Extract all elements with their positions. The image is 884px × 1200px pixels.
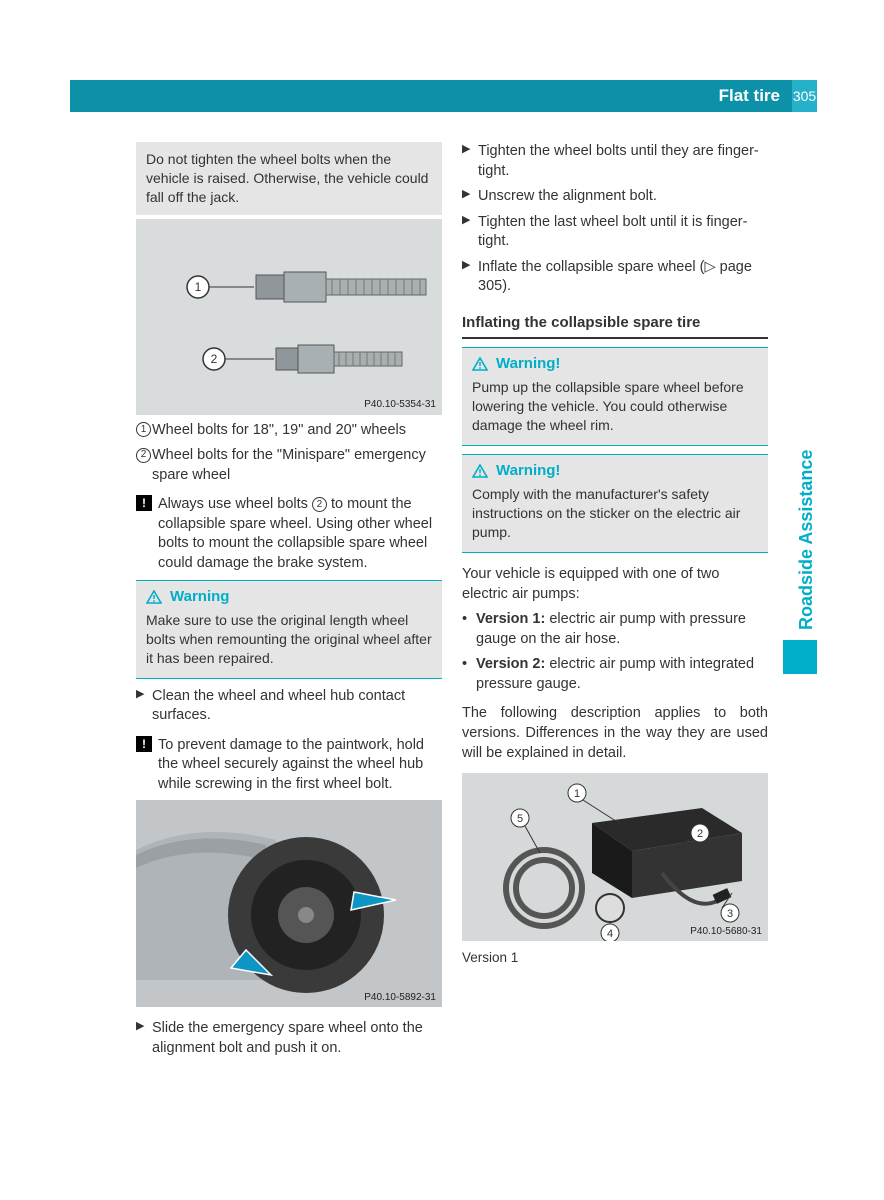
triangle-bullet-icon: ▶ bbox=[462, 213, 478, 252]
warning-title: Warning! bbox=[472, 354, 758, 374]
step-clean-text: Clean the wheel and wheel hub contact su… bbox=[152, 687, 442, 726]
dot-bullet-icon: • bbox=[462, 655, 476, 694]
callout-2-icon: 2 bbox=[136, 448, 151, 463]
para-description: The following description applies to bot… bbox=[462, 704, 768, 763]
note1a: Always use wheel bolts bbox=[158, 496, 312, 512]
v1-label: Version 1: bbox=[476, 611, 545, 627]
important-icon: ! bbox=[136, 495, 152, 511]
page-number-text: 305 bbox=[793, 87, 816, 106]
warning-triangle-icon bbox=[146, 590, 162, 604]
version-1-text: Version 1: electric air pump with pressu… bbox=[476, 610, 768, 649]
figure-air-pump: 1 2 3 4 5 P40.10-5680-31 bbox=[462, 773, 768, 941]
legend-item-1: 1 Wheel bolts for 18", 19" and 20" wheel… bbox=[136, 421, 442, 441]
svg-text:2: 2 bbox=[697, 828, 703, 840]
warning-body: Make sure to use the original length whe… bbox=[146, 611, 432, 668]
left-column: Do not tighten the wheel bolts when the … bbox=[136, 142, 442, 1064]
step-slide: ▶ Slide the emergency spare wheel onto t… bbox=[136, 1019, 442, 1058]
figure-caption: Version 1 bbox=[462, 949, 768, 967]
step-unscrew-text: Unscrew the alignment bolt. bbox=[478, 187, 768, 207]
svg-text:2: 2 bbox=[211, 352, 218, 366]
legend-item-2: 2 Wheel bolts for the "Minispare" emerge… bbox=[136, 446, 442, 485]
side-tab bbox=[783, 640, 817, 674]
step-slide-text: Slide the emergency spare wheel onto the… bbox=[152, 1019, 442, 1058]
para-equipped: Your vehicle is equipped with one of two… bbox=[462, 565, 768, 604]
note-use-bolts-text: Always use wheel bolts 2 to mount the co… bbox=[158, 495, 442, 573]
header-title: Flat tire bbox=[719, 85, 780, 108]
triangle-bullet-icon: ▶ bbox=[136, 1019, 152, 1058]
step-last-bolt-text: Tighten the last wheel bolt until it is … bbox=[478, 213, 768, 252]
header-bar: Flat tire bbox=[70, 80, 792, 112]
callout-1-icon: 1 bbox=[136, 422, 151, 437]
warning-title: Warning bbox=[146, 587, 432, 607]
svg-text:4: 4 bbox=[607, 928, 613, 940]
note-paintwork-text: To prevent damage to the paintwork, hold… bbox=[158, 736, 442, 795]
warning-body: Pump up the collapsible spare wheel befo… bbox=[472, 378, 758, 435]
figure-label: P40.10-5892-31 bbox=[364, 991, 436, 1005]
svg-text:5: 5 bbox=[517, 813, 523, 825]
step-inflate-text: Inflate the collapsible spare wheel (▷ p… bbox=[478, 258, 768, 297]
step-tighten: ▶ Tighten the wheel bolts until they are… bbox=[462, 142, 768, 181]
svg-text:1: 1 bbox=[574, 788, 580, 800]
warning-title-text: Warning bbox=[170, 587, 229, 607]
figure-label: P40.10-5354-31 bbox=[364, 398, 436, 412]
warning-box-pump: Warning! Pump up the collapsible spare w… bbox=[462, 347, 768, 446]
callout-2-inline-icon: 2 bbox=[312, 497, 327, 512]
triangle-bullet-icon: ▶ bbox=[462, 142, 478, 181]
triangle-bullet-icon: ▶ bbox=[462, 187, 478, 207]
right-column: ▶ Tighten the wheel bolts until they are… bbox=[462, 142, 768, 1064]
warning-triangle-icon bbox=[472, 357, 488, 371]
important-icon: ! bbox=[136, 736, 152, 752]
info-box-jack: Do not tighten the wheel bolts when the … bbox=[136, 142, 442, 215]
triangle-bullet-icon: ▶ bbox=[136, 687, 152, 726]
warning-body: Comply with the manufacturer's safety in… bbox=[472, 485, 758, 542]
triangle-bullet-icon: ▶ bbox=[462, 258, 478, 297]
v2-label: Version 2: bbox=[476, 656, 545, 672]
version-2-text: Version 2: electric air pump with integr… bbox=[476, 655, 768, 694]
version-1-item: • Version 1: electric air pump with pres… bbox=[462, 610, 768, 649]
subheading-inflating: Inflating the collapsible spare tire bbox=[462, 313, 768, 339]
legend-2-text: Wheel bolts for the "Minispare" emergenc… bbox=[152, 446, 442, 485]
version-2-item: • Version 2: electric air pump with inte… bbox=[462, 655, 768, 694]
figure-wheel-bolts: 1 2 P bbox=[136, 219, 442, 415]
note-paintwork: ! To prevent damage to the paintwork, ho… bbox=[136, 736, 442, 795]
step-unscrew: ▶ Unscrew the alignment bolt. bbox=[462, 187, 768, 207]
warning-title: Warning! bbox=[472, 461, 758, 481]
note-use-bolts: ! Always use wheel bolts 2 to mount the … bbox=[136, 495, 442, 573]
step-inflate: ▶ Inflate the collapsible spare wheel (▷… bbox=[462, 258, 768, 297]
warning-box-bolts: Warning Make sure to use the original le… bbox=[136, 580, 442, 679]
svg-text:3: 3 bbox=[727, 908, 733, 920]
figure-spare-mount: P40.10-5892-31 bbox=[136, 800, 442, 1007]
warning-triangle-icon bbox=[472, 464, 488, 478]
warning-title-text: Warning! bbox=[496, 354, 560, 374]
svg-text:1: 1 bbox=[195, 280, 202, 294]
warning-title-text: Warning! bbox=[496, 461, 560, 481]
step-last-bolt: ▶ Tighten the last wheel bolt until it i… bbox=[462, 213, 768, 252]
page-number: 305 bbox=[792, 80, 817, 112]
side-label: Roadside Assistance bbox=[795, 430, 817, 630]
content-columns: Do not tighten the wheel bolts when the … bbox=[136, 142, 768, 1064]
warning-box-sticker: Warning! Comply with the manufacturer's … bbox=[462, 454, 768, 553]
step-clean: ▶ Clean the wheel and wheel hub contact … bbox=[136, 687, 442, 726]
legend-1-text: Wheel bolts for 18", 19" and 20" wheels bbox=[152, 421, 442, 441]
dot-bullet-icon: • bbox=[462, 610, 476, 649]
step-tighten-text: Tighten the wheel bolts until they are f… bbox=[478, 142, 768, 181]
figure-label: P40.10-5680-31 bbox=[690, 925, 762, 939]
